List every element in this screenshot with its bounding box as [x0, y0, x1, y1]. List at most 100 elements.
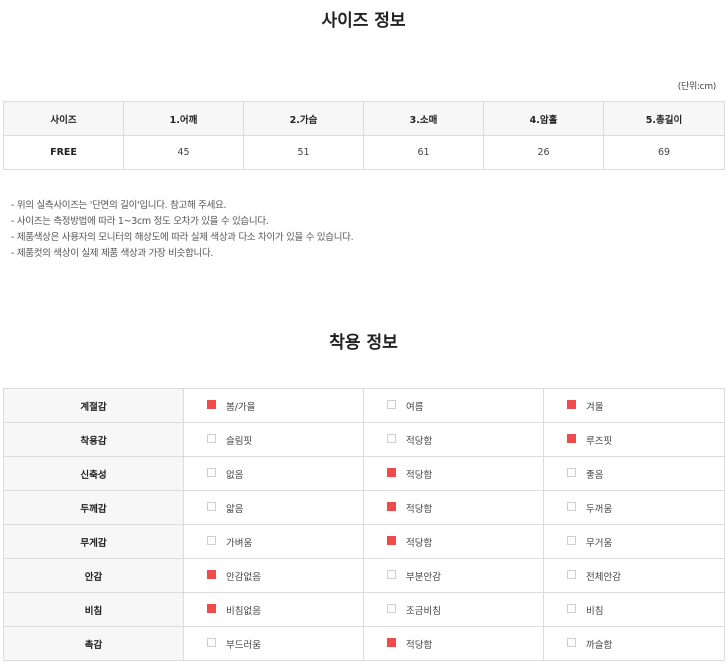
- unchecked-box-icon: [387, 604, 396, 613]
- header-cell-sleeve: 3.소매: [363, 101, 484, 136]
- fit-category-label: 두께감: [3, 490, 184, 525]
- fit-option-label: 좋음: [586, 469, 604, 481]
- fit-category-label: 착용감: [3, 422, 184, 457]
- fit-option-label: 부분안감: [406, 571, 441, 583]
- header-cell-shoulder: 1.어깨: [123, 101, 244, 136]
- fit-option: 까슬함: [543, 626, 725, 661]
- fit-table-body: 계절감 봄/가을 여름 겨울 착용감 슬림핏 적당함 루즈핏 신축성 없음 적당함 좋음 두께감 얇음 적당…: [3, 388, 725, 661]
- header-cell-armhole: 4.암홀: [483, 101, 604, 136]
- fit-option: 여름: [363, 388, 544, 423]
- checked-box-icon: [387, 536, 396, 545]
- size-notes: - 위의 실측사이즈는 '단면의 길이'입니다. 참고해 주세요. - 사이즈는…: [11, 198, 354, 262]
- unchecked-box-icon: [567, 468, 576, 477]
- fit-option: 겨울: [543, 388, 725, 423]
- fit-option: 적당함: [363, 422, 544, 457]
- fit-option-label: 전체안감: [586, 571, 621, 583]
- fit-row-lining: 안감 안감없음 부분안감 전체안감: [3, 558, 725, 593]
- checked-box-icon: [387, 468, 396, 477]
- size-label-cell: FREE: [3, 135, 124, 170]
- unchecked-box-icon: [207, 536, 216, 545]
- value-cell-shoulder: 45: [123, 135, 244, 170]
- fit-option: 슬림핏: [183, 422, 364, 457]
- fit-category-label: 비침: [3, 592, 184, 627]
- value-cell-sleeve: 61: [363, 135, 484, 170]
- fit-category-label: 신축성: [3, 456, 184, 491]
- unchecked-box-icon: [207, 434, 216, 443]
- fit-option: 가벼움: [183, 524, 364, 559]
- fit-option: 부분안감: [363, 558, 544, 593]
- unchecked-box-icon: [387, 400, 396, 409]
- fit-option: 없음: [183, 456, 364, 491]
- fit-option-label: 가벼움: [226, 537, 253, 549]
- fit-category-label: 무게감: [3, 524, 184, 559]
- fit-option: 부드러움: [183, 626, 364, 661]
- unchecked-box-icon: [567, 536, 576, 545]
- unchecked-box-icon: [567, 604, 576, 613]
- header-cell-size: 사이즈: [3, 101, 124, 136]
- fit-category-label: 안감: [3, 558, 184, 593]
- fit-row-stretch: 신축성 없음 적당함 좋음: [3, 456, 725, 491]
- fit-option-label: 적당함: [406, 469, 433, 481]
- fit-option-label: 루즈핏: [586, 435, 613, 447]
- fit-option-label: 적당함: [406, 537, 433, 549]
- note-line: - 사이즈는 측정방법에 따라 1~3cm 정도 오차가 있을 수 있습니다.: [11, 216, 269, 227]
- size-table-header-row: 사이즈 1.어깨 2.가슴 3.소매 4.암홀 5.총길이: [3, 101, 725, 136]
- value-cell-chest: 51: [243, 135, 364, 170]
- unchecked-box-icon: [207, 468, 216, 477]
- unchecked-box-icon: [387, 434, 396, 443]
- fit-option: 조금비침: [363, 592, 544, 627]
- unchecked-box-icon: [207, 502, 216, 511]
- fit-option: 무거움: [543, 524, 725, 559]
- fit-option-label: 얇음: [226, 503, 244, 515]
- fit-category-label: 촉감: [3, 626, 184, 661]
- checked-box-icon: [387, 502, 396, 511]
- value-cell-length: 69: [603, 135, 725, 170]
- fit-option-label: 무거움: [586, 537, 613, 549]
- fit-option-label: 조금비침: [406, 605, 441, 617]
- fit-option: 루즈핏: [543, 422, 725, 457]
- fit-option: 적당함: [363, 626, 544, 661]
- fit-option-label: 까슬함: [586, 639, 613, 651]
- unit-note: (단위:cm): [677, 82, 717, 92]
- fit-option-label: 겨울: [586, 401, 604, 413]
- fit-option: 적당함: [363, 456, 544, 491]
- fit-option-label: 비침없음: [226, 605, 261, 617]
- checked-box-icon: [567, 400, 576, 409]
- unchecked-box-icon: [567, 570, 576, 579]
- fit-option-label: 비침: [586, 605, 604, 617]
- fit-row-weight: 무게감 가벼움 적당함 무거움: [3, 524, 725, 559]
- size-table: 사이즈 1.어깨 2.가슴 3.소매 4.암홀 5.총길이 FREE 45 51…: [3, 101, 725, 170]
- note-line: - 위의 실측사이즈는 '단면의 길이'입니다. 참고해 주세요.: [11, 200, 227, 211]
- fit-option-label: 없음: [226, 469, 244, 481]
- header-cell-chest: 2.가슴: [243, 101, 364, 136]
- unchecked-box-icon: [567, 638, 576, 647]
- fit-option-label: 슬림핏: [226, 435, 253, 447]
- fit-option-label: 적당함: [406, 503, 433, 515]
- fit-option: 얇음: [183, 490, 364, 525]
- fit-row-fit: 착용감 슬림핏 적당함 루즈핏: [3, 422, 725, 457]
- header-cell-length: 5.총길이: [603, 101, 725, 136]
- checked-box-icon: [207, 570, 216, 579]
- fit-option: 봄/가을: [183, 388, 364, 423]
- fit-option-label: 두꺼움: [586, 503, 613, 515]
- fit-option-label: 부드러움: [226, 639, 261, 651]
- fit-row-thickness: 두께감 얇음 적당함 두꺼움: [3, 490, 725, 525]
- unchecked-box-icon: [387, 570, 396, 579]
- unchecked-box-icon: [207, 638, 216, 647]
- checked-box-icon: [207, 604, 216, 613]
- fit-option: 비침없음: [183, 592, 364, 627]
- fit-option: 적당함: [363, 490, 544, 525]
- fit-table: 계절감 봄/가을 여름 겨울 착용감 슬림핏 적당함 루즈핏 신축성 없음 적당함 좋음 두께감 얇음 적당…: [3, 388, 725, 661]
- fit-option: 좋음: [543, 456, 725, 491]
- fit-option-label: 봄/가을: [226, 401, 256, 413]
- fit-option: 비침: [543, 592, 725, 627]
- fit-option: 안감없음: [183, 558, 364, 593]
- fit-option: 전체안감: [543, 558, 725, 593]
- fit-row-season: 계절감 봄/가을 여름 겨울: [3, 388, 725, 423]
- checked-box-icon: [567, 434, 576, 443]
- fit-option-label: 안감없음: [226, 571, 261, 583]
- fit-row-sheerness: 비침 비침없음 조금비침 비침: [3, 592, 725, 627]
- note-line: - 제품컷의 색상이 실제 제품 색상과 가장 비슷합니다.: [11, 248, 214, 259]
- fit-info-title: 착용 정보: [329, 333, 398, 353]
